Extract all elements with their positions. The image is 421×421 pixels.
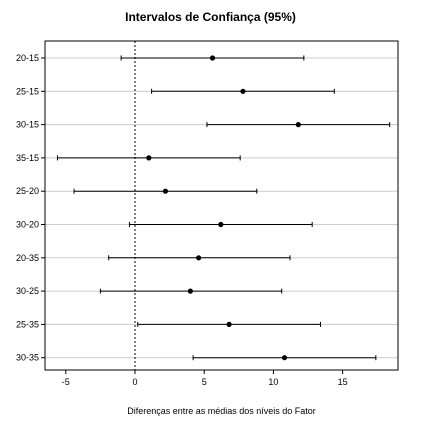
estimate-point [162,188,169,194]
y-tick-label: 20-15 [16,53,39,63]
chart-title: Intervalos de Confiança (95%) [125,10,296,24]
grid-lines [45,57,398,359]
y-tick-label: 25-35 [16,319,39,329]
x-tick-label: 5 [202,377,207,387]
x-tick-label: 0 [132,377,137,387]
x-axis-label: Diferenças entre as médias dos níveis do… [127,406,316,416]
y-axis: 20-15 25-15 30-15 35-15 25-20 30-20 20-35 30-25… [16,53,45,363]
estimate-point [281,355,288,361]
estimate-point [226,321,232,327]
x-tick-label: 15 [338,377,348,387]
y-tick-label: 30-25 [16,286,39,296]
estimate-point [218,221,224,228]
x-axis: -5 0 5 10 15 [62,370,348,387]
y-tick-label: 30-20 [16,220,39,230]
x-tick-label: -5 [62,377,70,387]
estimate-point [146,155,152,161]
plot-frame [44,40,399,371]
y-tick-label: 20-35 [16,253,39,263]
y-tick-label: 25-20 [16,186,39,196]
estimate-point [209,55,216,61]
x-tick-label: 10 [268,377,278,387]
estimate-point [295,122,301,128]
estimate-point [240,88,246,94]
estimate-point [187,288,193,294]
interval-layer [56,55,391,361]
y-tick-label: 30-15 [16,120,39,130]
y-tick-label: 30-35 [16,353,39,363]
y-tick-label: 25-15 [16,86,39,96]
y-tick-label: 35-15 [16,153,39,163]
estimate-point [196,255,202,261]
